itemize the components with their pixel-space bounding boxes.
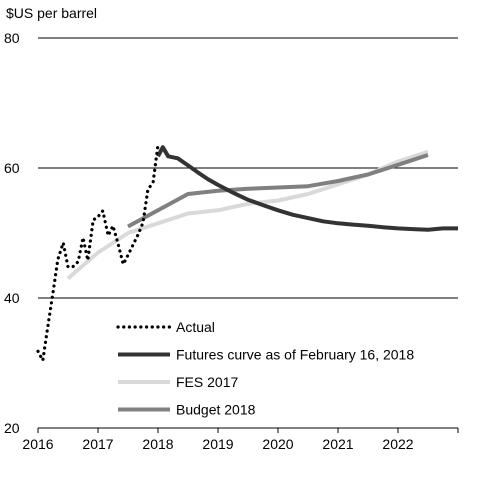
y-tick-label: 80 bbox=[4, 30, 20, 46]
y-tick-label: 60 bbox=[4, 160, 20, 176]
series-line-futures-curve-as-of-february-16-2018 bbox=[156, 145, 458, 232]
x-tick-label: 2016 bbox=[22, 436, 53, 452]
y-tick-label: 20 bbox=[4, 420, 20, 436]
legend-label: Futures curve as of February 16, 2018 bbox=[176, 347, 414, 363]
legend-label: FES 2017 bbox=[176, 374, 238, 390]
legend-label: Actual bbox=[176, 319, 215, 335]
x-tick-label: 2020 bbox=[262, 436, 293, 452]
series-line-actual bbox=[36, 143, 160, 362]
x-tick-label: 2018 bbox=[142, 436, 173, 452]
x-tick-label: 2022 bbox=[382, 436, 413, 452]
axes: 2016 2017 2018 2019 2020 2021 2022 20 40 60 80 bbox=[4, 30, 459, 452]
legend-label: Budget 2018 bbox=[176, 402, 256, 418]
y-axis-label: $US per barrel bbox=[6, 5, 97, 21]
x-tick-label: 2021 bbox=[322, 436, 353, 452]
y-tick-label: 40 bbox=[4, 290, 20, 306]
gridlines bbox=[38, 37, 458, 299]
x-tick-label: 2019 bbox=[202, 436, 233, 452]
legend: Actual Futures curve as of February 16, 2… bbox=[116, 319, 414, 418]
series-lines bbox=[36, 143, 458, 362]
series-line-budget-2018 bbox=[127, 153, 429, 229]
x-tick-label: 2017 bbox=[82, 436, 113, 452]
